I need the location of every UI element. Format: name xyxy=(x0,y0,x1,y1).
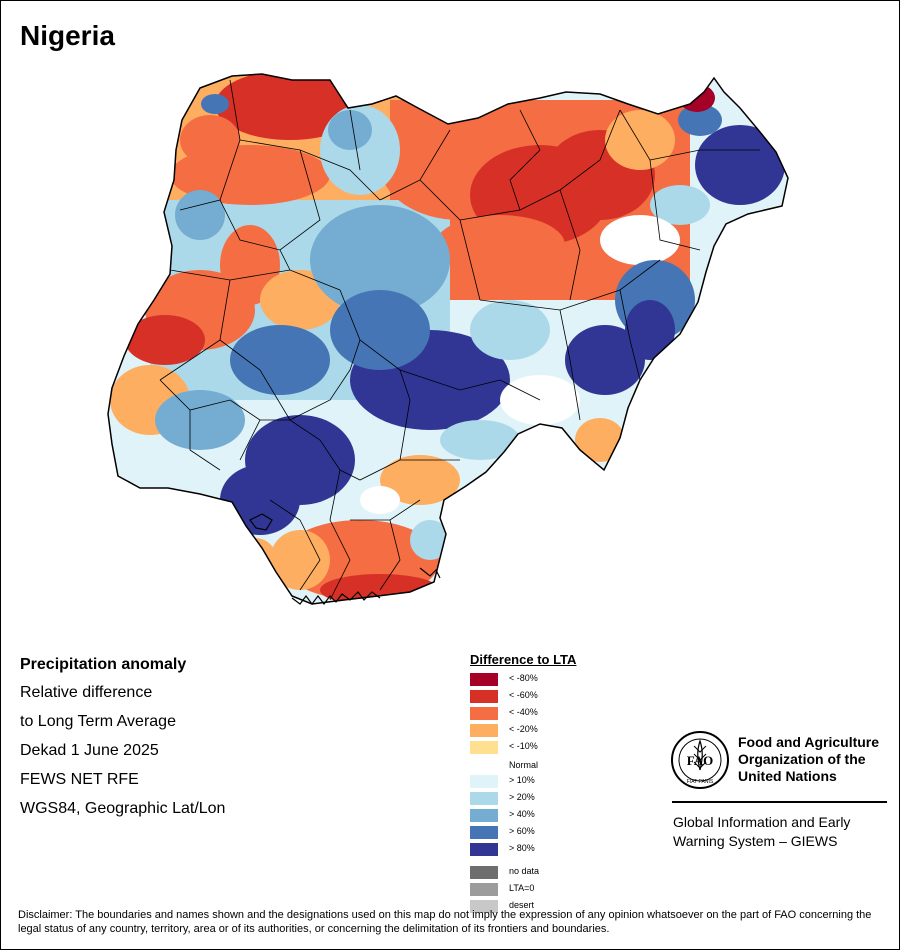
precipitation-anomaly-map xyxy=(107,73,789,605)
legend-item-swatch xyxy=(470,826,498,839)
legend-item-label: > 20% xyxy=(509,792,535,802)
info-line-4: FEWS NET RFE xyxy=(20,771,139,788)
legend-item-label: < -60% xyxy=(509,690,538,700)
fao-name-line-3: United Nations xyxy=(738,768,837,784)
legend-item-row: < -20% xyxy=(470,722,576,739)
legend-item-swatch xyxy=(470,673,498,686)
legend-extra-row: LTA=0 xyxy=(470,881,576,898)
legend-extra-swatch xyxy=(470,883,498,896)
divider xyxy=(672,801,887,803)
legend-item-swatch xyxy=(470,809,498,822)
legend-item-row: > 10% xyxy=(470,773,576,790)
legend-extra-row: no data xyxy=(470,864,576,881)
legend-item-label: Normal xyxy=(509,760,539,770)
giews-line-2: Warning System – GIEWS xyxy=(673,833,838,849)
legend-extra-label: LTA=0 xyxy=(509,883,535,893)
legend-extra-items: no data LTA=0 desert xyxy=(470,864,576,915)
legend-extra-label: desert xyxy=(509,900,535,910)
legend-item-row: > 40% xyxy=(470,807,576,824)
map-info: Precipitation anomaly Relative differenc… xyxy=(20,656,225,829)
info-line-1: Relative difference xyxy=(20,684,153,701)
coastline-detail xyxy=(249,513,441,605)
map-title: Nigeria xyxy=(20,20,115,51)
legend-item-row: < -40% xyxy=(470,705,576,722)
legend-item-label: > 60% xyxy=(509,826,535,836)
info-line-3: Dekad 1 June 2025 xyxy=(20,742,159,759)
legend-item-row: < -10% xyxy=(470,739,576,756)
svg-text:FIAT PANIS: FIAT PANIS xyxy=(687,779,714,785)
country-border xyxy=(107,73,789,605)
legend-title: Difference to LTA xyxy=(470,652,577,667)
info-line-2: to Long Term Average xyxy=(20,713,176,730)
map-legend: Difference to LTA < -80% < -60% < -40% < -2… xyxy=(470,652,576,915)
legend-item-row: Normal xyxy=(470,756,576,773)
svg-text:FAO: FAO xyxy=(687,753,713,768)
legend-item-row: > 80% xyxy=(470,841,576,858)
fao-organization-name: Food and Agriculture Organization of the… xyxy=(738,734,879,785)
legend-item-label: > 80% xyxy=(509,843,535,853)
legend-item-swatch xyxy=(470,792,498,805)
legend-item-swatch xyxy=(470,741,498,754)
legend-item-row: < -60% xyxy=(470,688,576,705)
fao-name-line-2: Organization of the xyxy=(738,751,866,767)
disclaimer-text: Disclaimer: The boundaries and names sho… xyxy=(18,909,872,935)
legend-item-label: < -10% xyxy=(509,741,538,751)
legend-items: < -80% < -60% < -40% < -20% < -10% Normal > 10… xyxy=(470,671,576,858)
legend-item-label: > 10% xyxy=(509,775,535,785)
fao-emblem-icon: FAO FIAT PANIS xyxy=(671,731,729,789)
legend-extra-label: no data xyxy=(509,866,540,876)
legend-item-swatch xyxy=(470,707,498,720)
legend-item-label: > 40% xyxy=(509,809,535,819)
legend-item-label: < -80% xyxy=(509,673,538,683)
legend-item-swatch xyxy=(470,775,498,788)
legend-item-row: < -80% xyxy=(470,671,576,688)
legend-extra-swatch xyxy=(470,900,498,913)
legend-item-label: < -40% xyxy=(509,707,538,717)
legend-item-swatch xyxy=(470,690,498,703)
legend-item-swatch xyxy=(470,843,498,856)
state-boundaries xyxy=(159,79,760,601)
legend-item-swatch xyxy=(470,724,498,737)
giews-line-1: Global Information and Early xyxy=(673,814,851,830)
legend-item-row: > 60% xyxy=(470,824,576,841)
info-line-5: WGS84, Geographic Lat/Lon xyxy=(20,800,226,817)
info-heading: Precipitation anomaly xyxy=(20,656,187,673)
fao-name-line-1: Food and Agriculture xyxy=(738,734,880,750)
legend-extra-row: desert xyxy=(470,898,576,915)
legend-extra-swatch xyxy=(470,866,498,879)
giews-name: Global Information and Early Warning Sys… xyxy=(673,813,850,851)
legend-item-label: < -20% xyxy=(509,724,538,734)
legend-item-row: > 20% xyxy=(470,790,576,807)
